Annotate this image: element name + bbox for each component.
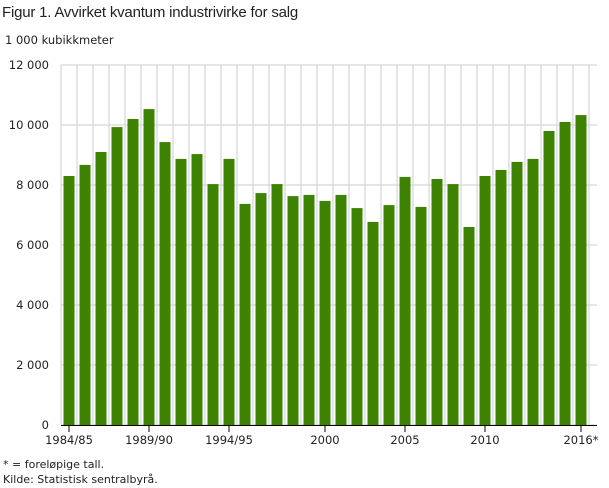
x-tick-label: 1989/90 — [125, 433, 173, 447]
bar — [223, 158, 235, 425]
bar — [159, 142, 171, 425]
bar — [447, 184, 459, 425]
bar — [111, 127, 123, 425]
footnote-preliminary: * = foreløpige tall. — [3, 458, 105, 471]
bar — [463, 227, 475, 425]
y-tick-label: 6 000 — [16, 238, 49, 252]
bar — [511, 161, 523, 425]
bar — [351, 208, 363, 425]
bar — [255, 193, 267, 425]
bar — [143, 109, 155, 425]
bar — [399, 176, 411, 425]
bar — [191, 154, 203, 425]
footnote-source: Kilde: Statistisk sentralbyrå. — [3, 473, 158, 486]
bar — [63, 176, 75, 425]
bar — [303, 194, 315, 425]
x-tick-label: 2010 — [470, 433, 499, 447]
bar — [175, 158, 187, 425]
x-tick-label: 1994/95 — [205, 433, 253, 447]
bar — [367, 221, 379, 425]
bar — [527, 158, 539, 425]
bar — [575, 115, 587, 425]
x-tick-label: 1984/85 — [45, 433, 93, 447]
y-tick-label: 2 000 — [16, 358, 49, 372]
bar — [239, 203, 251, 425]
bar — [431, 179, 443, 425]
chart-title: Figur 1. Avvirket kvantum industrivirke … — [2, 4, 299, 21]
y-axis-unit-label: 1 000 kubikkmeter — [5, 33, 114, 47]
bar — [95, 152, 107, 425]
x-tick-label: 2000 — [310, 433, 339, 447]
y-tick-label: 8 000 — [16, 178, 49, 192]
bar — [271, 184, 283, 425]
bar — [319, 200, 331, 425]
x-tick-label: 2016* — [563, 433, 598, 447]
bar — [495, 170, 507, 425]
y-tick-label: 0 — [42, 418, 49, 432]
bar — [287, 196, 299, 425]
bar — [207, 184, 219, 425]
bar — [383, 205, 395, 425]
y-tick-label: 12 000 — [9, 58, 49, 72]
bar — [335, 194, 347, 425]
bar — [415, 206, 427, 425]
y-tick-label: 10 000 — [9, 118, 49, 132]
bar — [79, 164, 91, 425]
x-tick-label: 2005 — [390, 433, 419, 447]
bar — [559, 122, 571, 425]
bar — [543, 131, 555, 425]
y-tick-label: 4 000 — [16, 298, 49, 312]
bar — [127, 119, 139, 425]
bar — [479, 176, 491, 425]
footnotes: * = foreløpige tall. Kilde: Statistisk s… — [3, 457, 158, 487]
